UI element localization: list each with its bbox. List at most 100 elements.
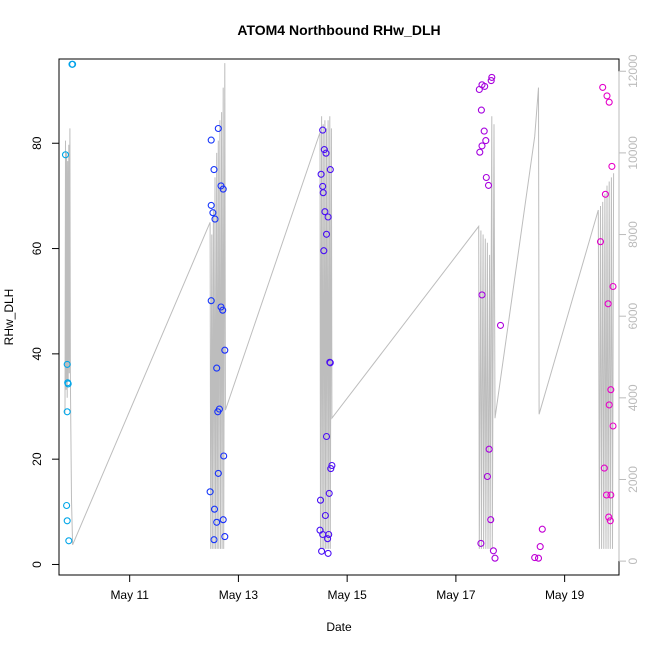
data-point [538, 525, 546, 533]
trace-line [64, 63, 615, 549]
y-tick-label: 0 [30, 561, 44, 568]
y-tick-label: 40 [30, 347, 44, 361]
data-point [478, 142, 486, 150]
data-point [604, 300, 612, 308]
y2-tick-label: 8000 [626, 221, 640, 248]
data-point [488, 73, 496, 81]
x-axis-label: Date [326, 620, 352, 634]
data-point [219, 185, 227, 193]
y-tick-label: 80 [30, 136, 44, 150]
data-point [209, 209, 217, 217]
x-tick-label: May 19 [545, 588, 585, 602]
data-point [487, 77, 495, 85]
y-axis-label: RHw_DLH [2, 289, 16, 346]
data-point [605, 98, 613, 106]
data-point [485, 445, 493, 453]
data-point [326, 359, 334, 367]
data-point [607, 386, 615, 394]
data-point [319, 126, 327, 134]
y2-tick-label: 4000 [626, 384, 640, 411]
data-point [607, 491, 615, 499]
data-point [606, 517, 614, 525]
data-point [320, 247, 328, 255]
data-point [482, 173, 490, 182]
data-point [482, 137, 490, 145]
y-tick-label: 60 [30, 242, 44, 256]
data-point [214, 469, 222, 477]
data-point [65, 537, 73, 545]
y2-axis: 0 2000 4000 6000 8000 10000 12000 [618, 54, 640, 564]
x-tick-label: May 13 [219, 588, 259, 602]
chart-title: ATOM4 Northbound RHw_DLH [237, 22, 440, 38]
data-point [491, 554, 499, 562]
data-point [605, 401, 613, 409]
data-point [318, 547, 326, 555]
y2-tick-label: 10000 [626, 136, 640, 170]
data-point [321, 208, 329, 216]
data-point [207, 297, 215, 305]
data-point [605, 513, 613, 521]
data-point [320, 146, 328, 154]
x-tick-label: May 15 [327, 588, 367, 602]
data-point [213, 364, 221, 372]
data-point [219, 306, 227, 314]
data-point [319, 189, 327, 197]
data-point [477, 539, 485, 547]
data-point [207, 136, 215, 144]
data-point [596, 238, 605, 246]
data-point [609, 282, 617, 291]
data-point [324, 213, 332, 221]
data-point [328, 461, 336, 470]
data-point [221, 346, 229, 354]
data-point [483, 472, 491, 481]
data-point [324, 549, 332, 557]
data-point [64, 380, 72, 388]
data-point [531, 554, 539, 562]
data-point [316, 496, 325, 504]
data-point [206, 488, 214, 496]
data-point [63, 517, 71, 525]
data-point [536, 543, 544, 551]
data-point [324, 535, 332, 543]
data-point [322, 432, 331, 441]
data-point [211, 215, 219, 223]
data-point [219, 516, 227, 524]
data-point [63, 360, 71, 368]
data-point [487, 516, 495, 524]
data-point [601, 190, 609, 198]
data-point [478, 291, 486, 299]
data-point [599, 83, 607, 91]
x-axis: May 11 May 13 May 15 May 17 May 19 [110, 574, 585, 602]
data-point [207, 201, 215, 209]
y2-tick-label: 12000 [626, 54, 640, 88]
data-point [325, 530, 333, 539]
data-point [481, 82, 489, 90]
y2-tick-label: 0 [626, 557, 640, 564]
data-point [480, 127, 488, 135]
data-point [534, 554, 543, 562]
data-point [325, 489, 333, 497]
data-point [600, 464, 608, 472]
x-tick-label: May 11 [110, 588, 149, 602]
data-point [69, 60, 77, 68]
data-point [496, 321, 505, 329]
data-point [210, 505, 219, 513]
data-point [210, 166, 218, 174]
data-point [484, 181, 493, 189]
data-point [220, 452, 228, 460]
x-tick-label: May 17 [436, 588, 476, 602]
data-point [215, 405, 223, 413]
data-point [477, 106, 485, 114]
data-point [608, 162, 616, 170]
trace-series [64, 63, 615, 549]
y-tick-label: 20 [30, 452, 44, 466]
data-point [63, 408, 71, 416]
data-point [322, 149, 330, 157]
y-axis: 0 20 40 60 80 [30, 136, 60, 568]
data-point [476, 148, 484, 156]
data-point [322, 230, 331, 238]
data-point [63, 501, 71, 510]
data-point [327, 465, 335, 473]
data-point [317, 170, 325, 178]
data-point [602, 491, 611, 499]
